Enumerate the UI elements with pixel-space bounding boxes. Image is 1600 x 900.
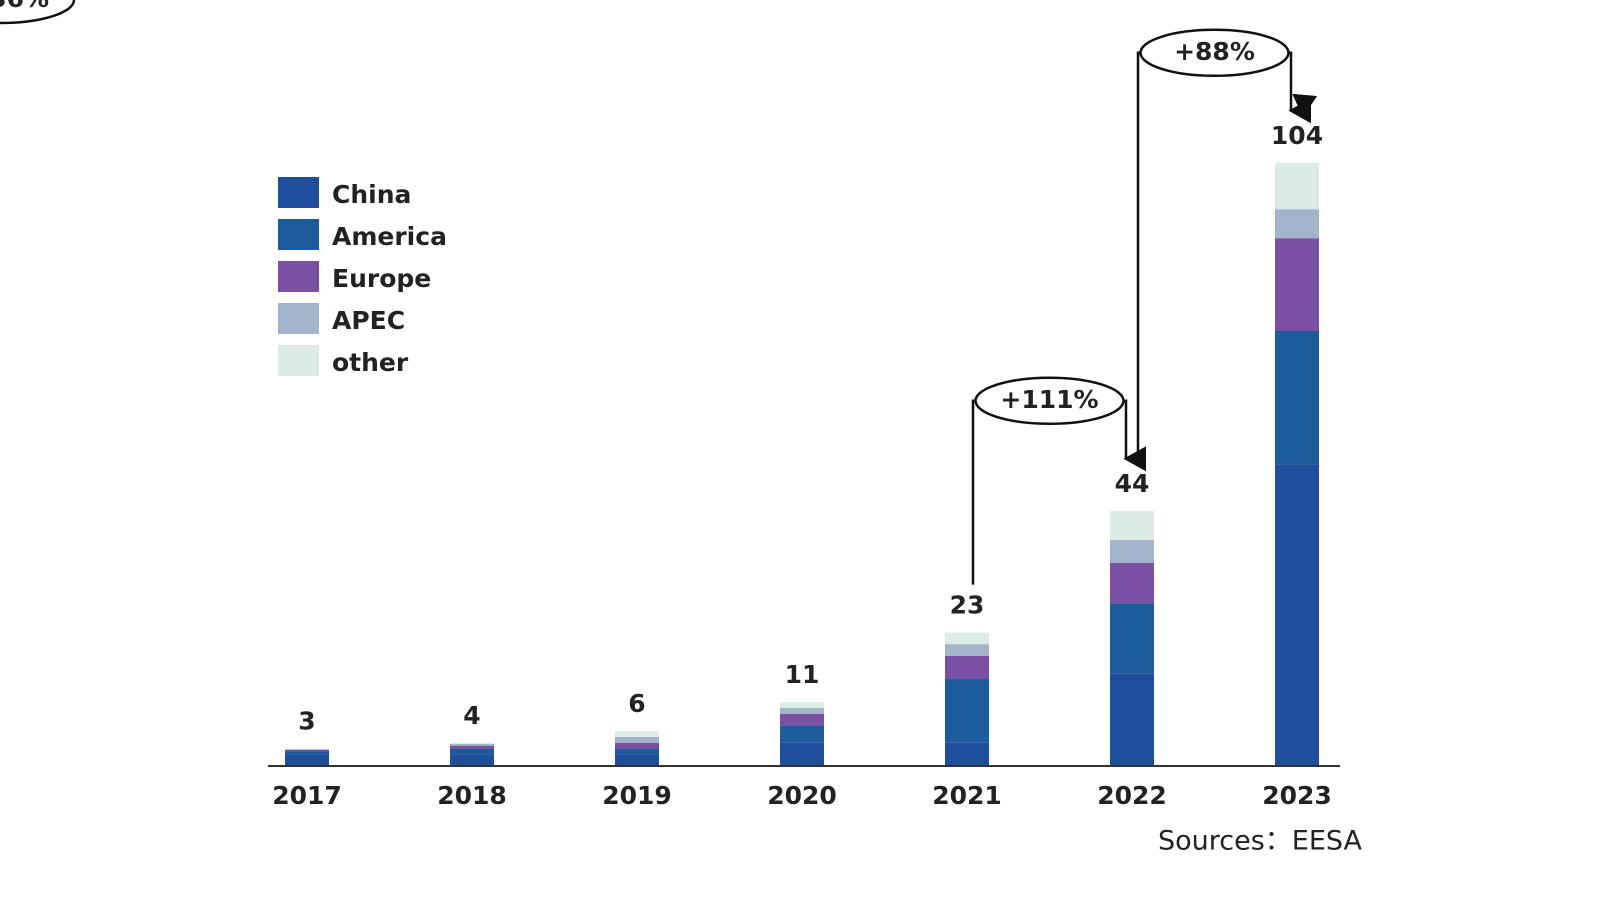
total-label: 23 xyxy=(950,591,985,620)
bar-segment xyxy=(450,748,494,755)
bar-segment xyxy=(450,743,494,746)
growth-bracket xyxy=(971,399,1126,585)
bar-segment xyxy=(1275,464,1319,766)
bar-segment xyxy=(285,749,329,752)
bar-segment xyxy=(945,655,989,679)
bar-segment xyxy=(615,754,659,766)
bar-segment xyxy=(780,713,824,726)
bar-segment xyxy=(1110,510,1154,540)
total-label: 44 xyxy=(1115,469,1150,498)
legend-swatch xyxy=(278,345,319,376)
legend-swatch xyxy=(278,219,319,250)
bar-segment xyxy=(615,731,659,737)
bar-segment xyxy=(1275,238,1319,331)
bar-segment xyxy=(450,742,494,744)
legend-swatch xyxy=(278,177,319,208)
total-label: 6 xyxy=(628,689,645,718)
bar-segment xyxy=(1275,331,1319,465)
legend-swatch xyxy=(278,261,319,292)
total-label: 11 xyxy=(785,660,820,689)
bar-segment xyxy=(450,754,494,766)
bar-segment xyxy=(285,751,329,755)
bar-segment xyxy=(1110,603,1154,674)
growth-label: +111% xyxy=(1000,385,1098,414)
bar-segment xyxy=(615,748,659,755)
bar-segment xyxy=(1110,539,1154,563)
bar-segment xyxy=(285,748,329,750)
bar-segment xyxy=(945,644,989,656)
x-tick-label: 2022 xyxy=(1097,781,1167,810)
bar-segment xyxy=(780,742,824,766)
x-tick-label: 2020 xyxy=(767,781,837,810)
source: Sources：EESA xyxy=(1158,826,1363,857)
x-tick-label: 2019 xyxy=(602,781,672,810)
bar-segment xyxy=(1110,673,1154,766)
growth-bubble xyxy=(1139,28,1290,78)
legend-label: China xyxy=(332,180,411,209)
total-label: 4 xyxy=(463,701,480,730)
bar-segment xyxy=(780,725,824,743)
growth-bubble xyxy=(974,376,1125,426)
bar-segment xyxy=(285,754,329,766)
bar-segment xyxy=(1275,162,1319,210)
legend-swatch xyxy=(278,303,319,334)
bar-segment xyxy=(945,632,989,645)
legend-label: Europe xyxy=(332,264,431,293)
bar-segment xyxy=(780,708,824,714)
bar-segment xyxy=(615,737,659,743)
total-label: 104 xyxy=(1271,121,1323,150)
x-tick-label: 2021 xyxy=(932,781,1002,810)
legend-label: America xyxy=(332,222,447,251)
bar-segment xyxy=(450,745,494,749)
bar-segment xyxy=(1275,209,1319,239)
total-label: 3 xyxy=(298,707,315,736)
x-tick-label: 2018 xyxy=(437,781,507,810)
bar-segment xyxy=(945,679,989,743)
bar-segment xyxy=(780,702,824,708)
growth-label: +136% xyxy=(0,0,49,13)
bar-segment xyxy=(285,749,329,750)
bar-segment xyxy=(1110,563,1154,604)
growth-bracket xyxy=(1136,51,1291,463)
x-tick-label: 2017 xyxy=(272,781,342,810)
growth-label: +88% xyxy=(1174,37,1255,66)
legend-label: other xyxy=(332,348,409,377)
legend-label: APEC xyxy=(332,306,405,335)
bar-segment xyxy=(615,742,659,749)
x-tick-label: 2023 xyxy=(1262,781,1332,810)
bar-segment xyxy=(945,742,989,766)
growth-bubble xyxy=(0,0,76,25)
